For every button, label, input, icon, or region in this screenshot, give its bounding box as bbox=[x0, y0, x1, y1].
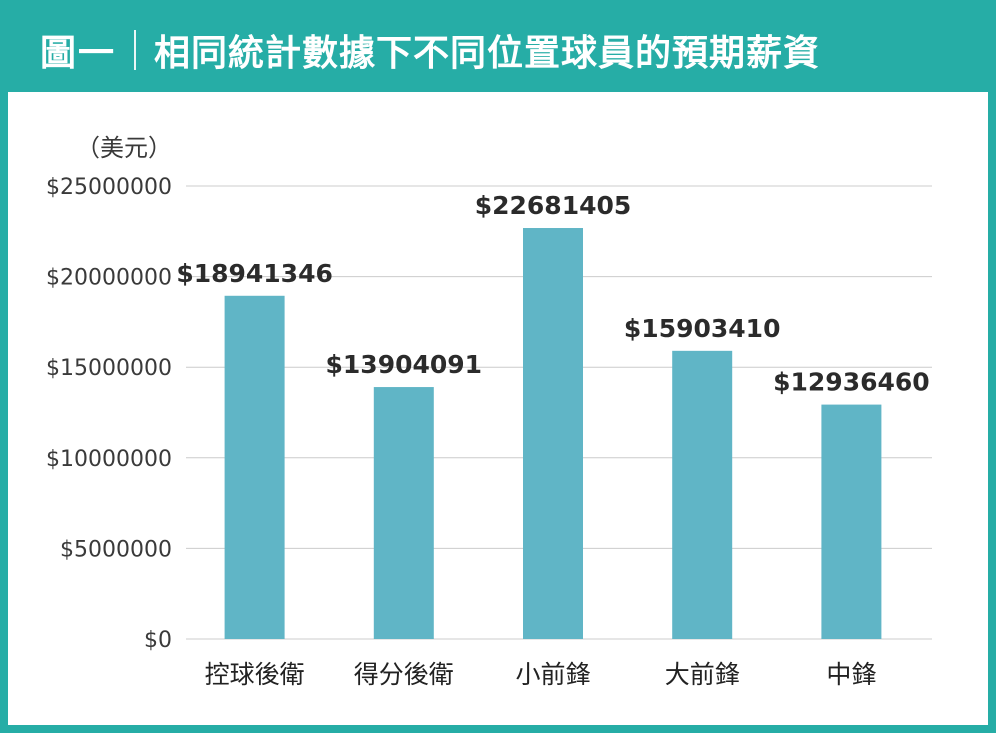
x-category-label: 中鋒 bbox=[826, 660, 876, 689]
x-category-label: 得分後衛 bbox=[354, 660, 454, 689]
y-tick-label: $20000000 bbox=[46, 266, 172, 291]
bar bbox=[672, 350, 733, 639]
figure-header: 圖一 相同統計數據下不同位置球員的預期薪資 bbox=[8, 8, 988, 92]
header-divider bbox=[134, 30, 137, 70]
bar-value-label: $22681405 bbox=[475, 191, 632, 220]
bar-value-label: $13904091 bbox=[326, 350, 483, 379]
bar bbox=[373, 387, 434, 639]
bars bbox=[224, 228, 882, 639]
value-labels: $18941346 $13904091 $22681405 $15903410 $129… bbox=[176, 191, 929, 397]
y-tick-label: $5000000 bbox=[60, 537, 172, 562]
y-axis-ticks: $0 $5000000 $10000000 $15000000 $20000000 $25… bbox=[46, 175, 172, 653]
x-category-label: 小前鋒 bbox=[515, 660, 590, 689]
y-axis-unit-label: （美元） bbox=[76, 134, 172, 162]
bar bbox=[224, 295, 285, 639]
x-axis-categories: 控球後衛 得分後衛 小前鋒 大前鋒 中鋒 bbox=[205, 660, 877, 689]
bar-value-label: $15903410 bbox=[624, 314, 781, 343]
y-tick-label: $10000000 bbox=[46, 447, 172, 472]
chart-title: 相同統計數據下不同位置球員的預期薪資 bbox=[154, 33, 821, 74]
bar-value-label: $18941346 bbox=[176, 259, 333, 288]
figure-label: 圖一 bbox=[40, 33, 117, 74]
y-tick-label: $0 bbox=[144, 628, 172, 653]
bar bbox=[523, 228, 583, 639]
y-tick-label: $15000000 bbox=[46, 356, 172, 381]
bar-value-label: $12936460 bbox=[773, 368, 930, 397]
x-category-label: 控球後衛 bbox=[205, 660, 305, 689]
x-category-label: 大前鋒 bbox=[665, 660, 740, 689]
y-tick-label: $25000000 bbox=[46, 175, 172, 200]
bar bbox=[821, 404, 882, 639]
